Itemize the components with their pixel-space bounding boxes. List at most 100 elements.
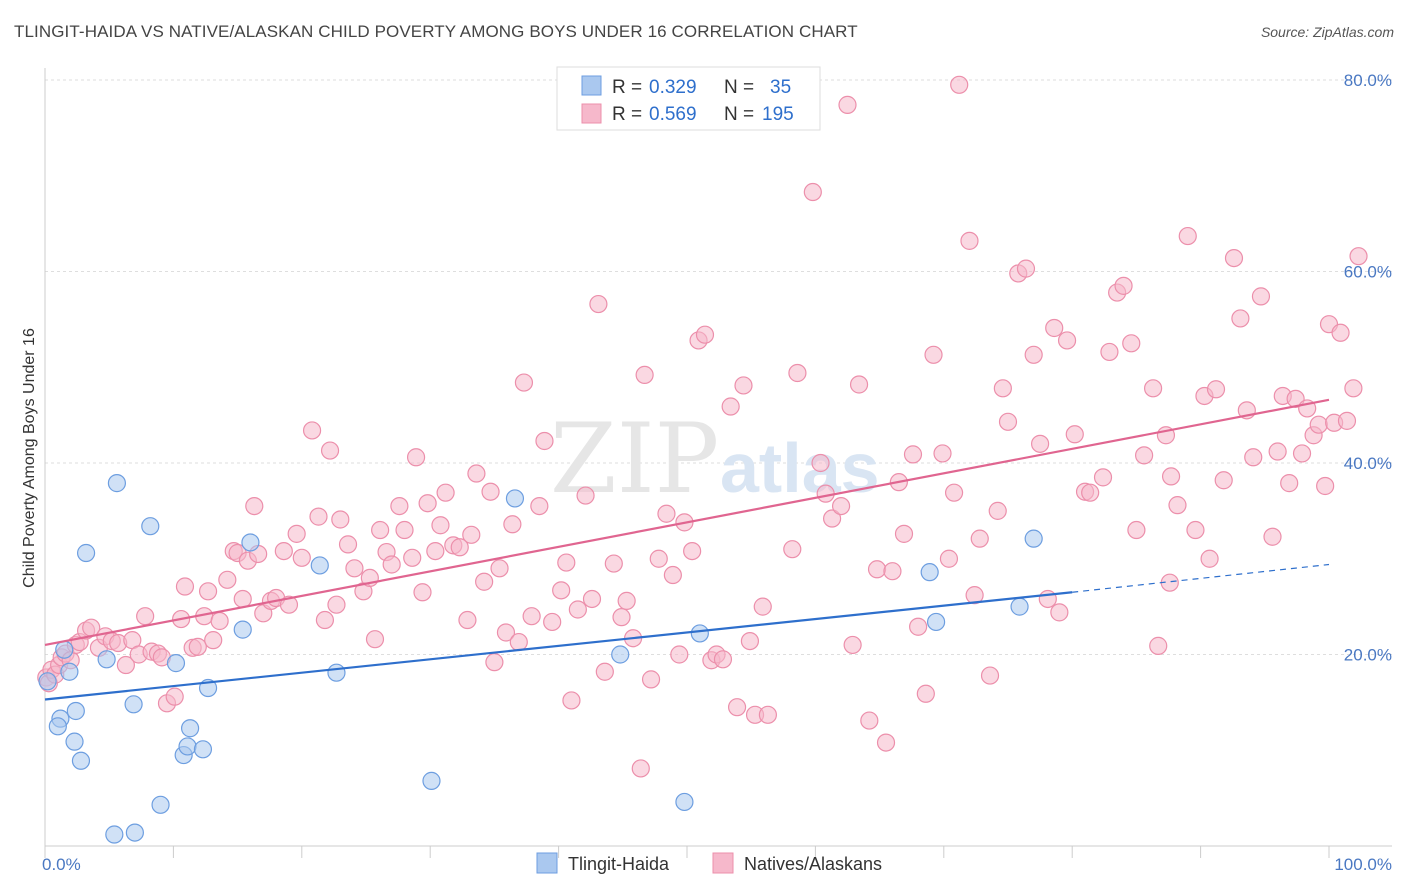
natives-alaskans-point-155	[1038, 589, 1057, 609]
natives-alaskans-point-128	[843, 635, 862, 655]
natives-alaskans-point-135	[894, 524, 914, 543]
source-label: Source: ZipAtlas.com	[1260, 24, 1394, 40]
tlingit-haida-point-11	[107, 474, 127, 493]
natives-alaskans-point-87	[552, 581, 571, 600]
natives-alaskans-point-100	[635, 365, 654, 385]
legend-r-label-2: R =	[612, 104, 642, 125]
watermark-atlas: atlas	[720, 429, 880, 507]
chart-title: TLINGIT-HAIDA VS NATIVE/ALASKAN CHILD PO…	[14, 22, 858, 41]
natives-alaskans-point-129	[849, 375, 869, 394]
series-legend-swatch-natives	[712, 852, 734, 874]
natives-alaskans-point-26	[175, 577, 195, 596]
natives-alaskans-point-94	[595, 662, 614, 681]
natives-alaskans-point-45	[287, 524, 306, 543]
natives-alaskans-point-159	[1065, 425, 1084, 444]
y-tick-label-2: 60.0%	[1344, 263, 1392, 282]
natives-alaskans-point-146	[970, 529, 989, 548]
natives-alaskans-point-53	[338, 535, 358, 554]
natives-alaskans-point-63	[403, 548, 422, 567]
natives-alaskans-point-130	[860, 711, 879, 730]
tlingit-haida-points	[38, 474, 1043, 844]
natives-alaskans-point-47	[302, 421, 322, 440]
tlingit-haida-point-10	[105, 825, 124, 844]
y-tick-label-0: 20.0%	[1344, 646, 1392, 665]
legend-n-label-1: N =	[724, 77, 754, 98]
natives-alaskans-point-197	[1331, 323, 1350, 342]
natives-alaskans-point-16	[116, 655, 135, 675]
natives-alaskans-point-107	[683, 541, 702, 561]
natives-alaskans-point-166	[1122, 334, 1141, 353]
natives-alaskans-point-115	[734, 376, 753, 395]
natives-alaskans-point-145	[965, 586, 984, 605]
legend-r-value-1: 0.329	[649, 77, 697, 98]
correlation-legend: R = 0.329 N = 35 R = 0.569 N = 195	[556, 66, 821, 131]
natives-alaskans-point-82	[514, 373, 534, 392]
natives-alaskans-point-172	[1161, 467, 1181, 486]
natives-alaskans-point-125	[822, 509, 842, 528]
tlingit-haida-point-9	[97, 650, 116, 669]
natives-alaskans-point-79	[496, 623, 516, 642]
natives-alaskans-point-149	[993, 379, 1012, 398]
natives-alaskans-point-158	[1057, 331, 1077, 350]
y-tick-label-3: 80.0%	[1344, 71, 1392, 90]
natives-alaskans-point-31	[204, 631, 223, 650]
natives-alaskans-point-38	[245, 496, 264, 516]
natives-alaskans-point-121	[788, 363, 807, 383]
tlingit-haida-point-25	[327, 663, 346, 682]
tlingit-haida-point-13	[125, 823, 144, 842]
natives-alaskans-point-85	[535, 431, 554, 451]
legend-n-label-2: N =	[724, 104, 754, 125]
natives-alaskans-point-143	[950, 75, 969, 94]
tlingit-haida-point-34	[1024, 529, 1043, 548]
natives-alaskans-trend-line	[44, 398, 1330, 647]
axes	[44, 68, 1392, 858]
natives-alaskans-point-99	[631, 759, 650, 778]
tlingit-haida-point-18	[178, 737, 197, 756]
natives-alaskans-point-86	[543, 612, 562, 632]
natives-alaskans-point-30	[198, 582, 218, 601]
natives-alaskans-point-180	[1224, 248, 1244, 268]
tlingit-haida-point-26	[422, 771, 441, 790]
natives-alaskans-point-141	[939, 549, 959, 568]
tlingit-haida-point-24	[310, 556, 329, 575]
natives-alaskans-point-72	[458, 610, 477, 630]
natives-alaskans-point-116	[740, 631, 760, 651]
natives-alaskans-point-46	[292, 548, 311, 567]
natives-alaskans-point-24	[165, 687, 184, 706]
natives-alaskans-point-54	[345, 559, 364, 578]
series-legend-label-natives: Natives/Alaskans	[744, 854, 882, 874]
natives-alaskans-point-50	[320, 441, 340, 460]
natives-alaskans-point-150	[998, 412, 1018, 431]
watermark-zip: ZIP	[550, 403, 719, 515]
natives-alaskans-point-65	[413, 583, 432, 602]
natives-alaskans-point-75	[475, 572, 494, 591]
natives-alaskans-point-177	[1200, 549, 1219, 568]
natives-alaskans-point-78	[490, 559, 509, 578]
natives-alaskans-point-122	[803, 182, 822, 202]
natives-alaskans-point-89	[562, 691, 581, 710]
tlingit-haida-point-14	[141, 517, 160, 536]
natives-alaskans-point-61	[390, 496, 409, 516]
tlingit-haida-point-15	[151, 795, 170, 814]
tlingit-haida-trend-extension	[1072, 563, 1330, 593]
natives-alaskans-point-101	[641, 670, 661, 689]
natives-alaskans-point-162	[1093, 468, 1113, 487]
tlingit-haida-point-29	[675, 792, 694, 812]
natives-alaskans-point-36	[233, 589, 252, 609]
natives-alaskans-point-183	[1244, 448, 1263, 467]
natives-alaskans-point-81	[509, 632, 528, 652]
natives-alaskans-point-113	[721, 397, 740, 416]
natives-alaskans-point-77	[485, 653, 504, 672]
natives-alaskans-point-156	[1045, 318, 1064, 338]
tlingit-haida-point-16	[166, 654, 186, 673]
natives-alaskans-point-43	[274, 541, 293, 561]
tlingit-haida-point-31	[920, 563, 939, 582]
natives-alaskans-point-73	[462, 525, 481, 544]
natives-alaskans-point-132	[876, 733, 896, 752]
natives-alaskans-point-144	[960, 231, 979, 250]
natives-alaskans-point-52	[331, 510, 350, 529]
natives-alaskans-point-84	[530, 496, 549, 516]
natives-alaskans-point-153	[1024, 345, 1043, 364]
natives-alaskans-point-74	[467, 464, 486, 483]
natives-alaskans-point-131	[867, 560, 887, 579]
